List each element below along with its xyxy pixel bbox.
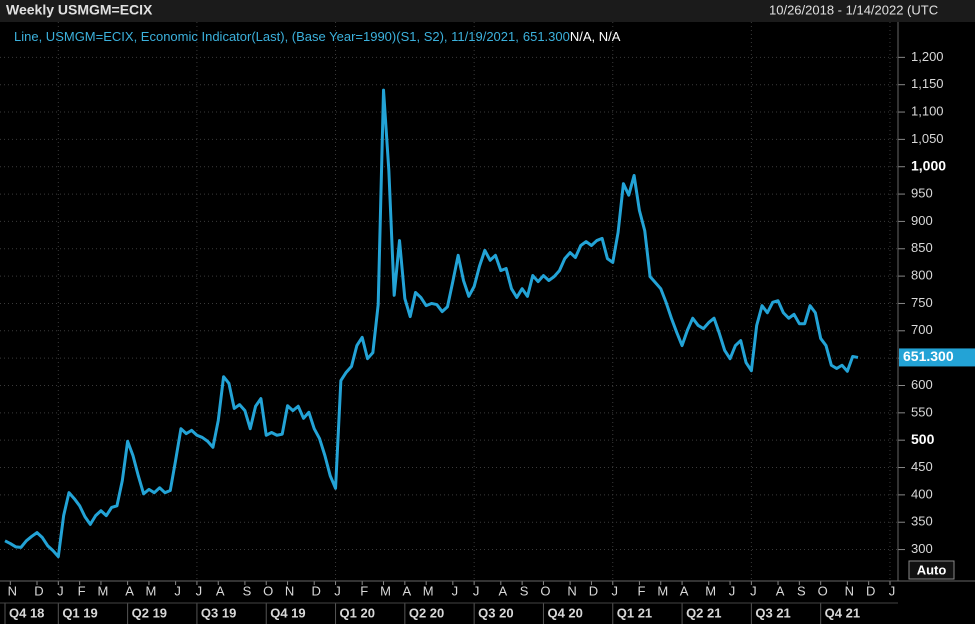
y-tick-label: 350 (911, 514, 933, 529)
quarter-label: Q4 20 (547, 605, 582, 620)
quarter-label: Q4 21 (825, 605, 860, 620)
x-tick-label: F (78, 583, 86, 598)
quarter-label: Q3 20 (478, 605, 513, 620)
button-frame[interactable] (908, 560, 955, 580)
x-tick-label: O (540, 583, 550, 598)
x-tick-label: J (612, 583, 619, 598)
x-tick-label: J (452, 583, 459, 598)
quarter-label: Q4 18 (9, 605, 44, 620)
last-value-tag: 651.300 (899, 348, 975, 367)
y-tick-label: 450 (911, 459, 933, 474)
x-tick-label: A (498, 583, 507, 598)
x-tick-label: M (146, 583, 157, 598)
x-tick-label: S (243, 583, 252, 598)
legend-extra: N/A, N/A (570, 29, 621, 44)
x-tick-label: D (312, 583, 321, 598)
x-tick-label: A (776, 583, 785, 598)
x-tick-label: M (380, 583, 391, 598)
x-tick-label: A (680, 583, 689, 598)
x-tick-label: J (196, 583, 203, 598)
last-value-box (899, 348, 975, 367)
quarter-label: Q2 21 (686, 605, 721, 620)
header-bar (0, 0, 975, 22)
x-tick-label: J (750, 583, 757, 598)
x-tick-label: J (889, 583, 896, 598)
legend-value: 651.300 (523, 29, 570, 44)
y-tick-label: 700 (911, 322, 933, 337)
y-tick-label: 1,150 (911, 76, 944, 91)
y-tick-label: 500 (911, 431, 935, 447)
x-tick-label: O (818, 583, 828, 598)
y-tick-label: 300 (911, 541, 933, 556)
x-tick-label: J (174, 583, 181, 598)
quarter-label: Q2 19 (132, 605, 167, 620)
x-tick-label: A (403, 583, 412, 598)
quarter-label: Q3 19 (201, 605, 236, 620)
quarter-label: Q1 21 (617, 605, 652, 620)
legend: Line, USMGM=ECIX, Economic Indicator(Las… (14, 29, 621, 44)
y-tick-label: 800 (911, 268, 933, 283)
y-tick-label: 550 (911, 404, 933, 419)
legend-text: Line, USMGM=ECIX, Economic Indicator(Las… (14, 29, 519, 44)
button-label[interactable]: Auto (917, 562, 947, 577)
y-tick-label: 1,000 (911, 157, 946, 173)
x-tick-label: F (360, 583, 368, 598)
y-tick-label: 600 (911, 377, 933, 392)
y-tick-label: 850 (911, 240, 933, 255)
last-value-label: 651.300 (903, 348, 954, 364)
x-tick-label: A (216, 583, 225, 598)
x-tick-label: S (520, 583, 529, 598)
x-tick-label: N (567, 583, 576, 598)
x-tick-label: S (797, 583, 806, 598)
x-tick-label: A (125, 583, 134, 598)
chart-title: Weekly USMGM=ECIX (6, 2, 153, 18)
x-tick-label: O (263, 583, 273, 598)
x-tick-label: M (98, 583, 109, 598)
x-tick-label: M (657, 583, 668, 598)
x-tick-label: D (866, 583, 875, 598)
y-tick-label: 1,100 (911, 103, 944, 118)
x-tick-label: J (57, 583, 64, 598)
quarter-label: Q3 21 (755, 605, 790, 620)
y-tick-label: 1,200 (911, 49, 944, 64)
y-tick-label: 1,050 (911, 131, 944, 146)
x-tick-label: M (423, 583, 434, 598)
x-tick-label: J (729, 583, 736, 598)
y-tick-label: 750 (911, 295, 933, 310)
x-tick-label: N (285, 583, 294, 598)
auto-button[interactable]: Auto (908, 560, 955, 580)
x-tick-label: J (473, 583, 480, 598)
quarter-label: Q1 19 (62, 605, 97, 620)
x-tick-label: M (705, 583, 716, 598)
x-tick-label: N (845, 583, 854, 598)
series-line (4, 88, 859, 559)
quarter-label: Q1 20 (340, 605, 375, 620)
x-tick-label: D (589, 583, 598, 598)
x-tick-label: D (34, 583, 43, 598)
y-tick-label: 950 (911, 186, 933, 201)
x-tick-label: N (8, 583, 17, 598)
x-tick-label: J (334, 583, 341, 598)
quarter-label: Q2 20 (409, 605, 444, 620)
y-tick-label: 400 (911, 486, 933, 501)
x-tick-label: F (637, 583, 645, 598)
quarter-label: Q4 19 (270, 605, 305, 620)
date-range: 10/26/2018 - 1/14/2022 (UTC (769, 2, 938, 17)
y-tick-label: 900 (911, 213, 933, 228)
